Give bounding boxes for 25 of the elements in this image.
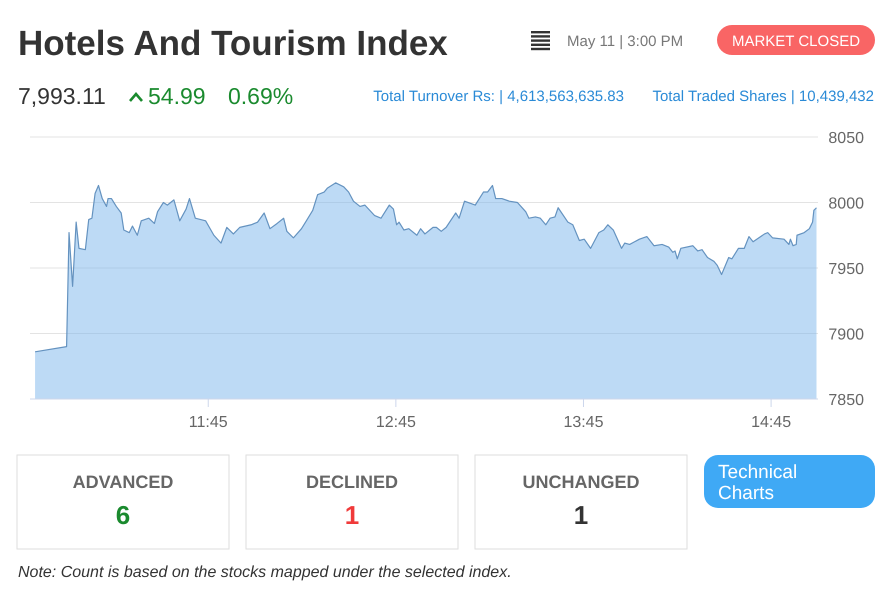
- x-tick-label: 13:45: [563, 414, 604, 431]
- text: UNCHANGED: [522, 472, 640, 492]
- text: Total Traded Shares | 10,439,432: [652, 88, 874, 105]
- y-tick-label: 7850: [828, 392, 864, 409]
- y-tick-label: 7900: [828, 326, 864, 344]
- text: 54.99: [148, 83, 206, 109]
- y-tick-label: 8000: [828, 196, 864, 212]
- y-tick-label: 7950: [828, 261, 864, 278]
- text: 6: [116, 500, 130, 530]
- text: DECLINED: [306, 472, 398, 492]
- text: ADVANCED: [72, 472, 174, 492]
- text: Total Turnover Rs: | 4,613,563,635.83: [373, 88, 624, 105]
- text: 1: [344, 500, 360, 530]
- chart-title: Hotels And Tourism Index: [18, 24, 448, 63]
- text: Note: Count is based on the stocks mapped under the selected index.: [18, 564, 512, 581]
- text: 7,993.11: [18, 83, 106, 109]
- x-tick-label: 12:45: [376, 414, 416, 431]
- x-tick-label: 14:45: [751, 414, 792, 431]
- text: 0.69%: [228, 83, 294, 109]
- text: Technical Charts: [718, 462, 798, 504]
- text: MARKET CLOSED: [732, 33, 860, 50]
- text: 1: [574, 500, 588, 530]
- chart-subtitle: May 11 | 3:00 PM: [567, 33, 684, 50]
- x-tick-label: 11:45: [188, 414, 228, 431]
- y-tick-label: 8050: [828, 130, 864, 147]
